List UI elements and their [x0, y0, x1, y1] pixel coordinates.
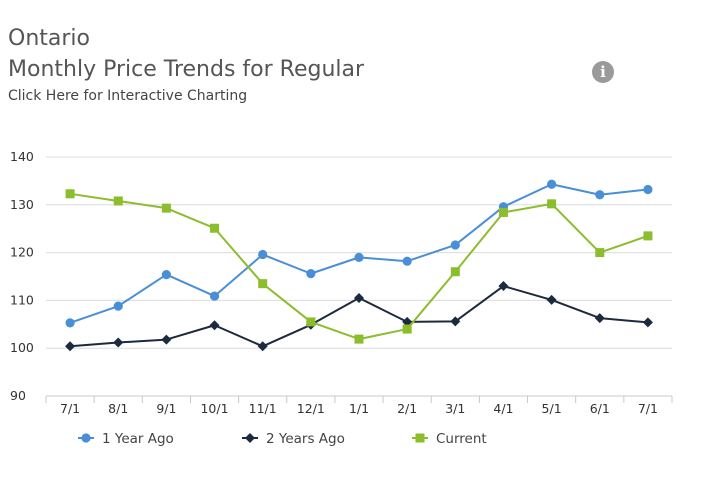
x-tick-label: 4/1	[493, 401, 513, 416]
series-group	[65, 179, 653, 352]
data-point	[498, 281, 509, 292]
y-axis-ticks: 90 100 110 120 130 140	[10, 149, 34, 403]
data-point	[402, 324, 412, 334]
series-2-years-ago	[65, 281, 653, 352]
data-point	[113, 196, 123, 206]
legend: 1 Year Ago 2 Years Ago Current	[78, 431, 487, 447]
data-point	[65, 189, 75, 199]
data-point	[450, 267, 460, 277]
data-point	[595, 248, 605, 258]
title-region: Ontario Monthly Price Trends for Regular…	[8, 24, 364, 104]
y-tick-label: 140	[10, 149, 34, 164]
data-point	[354, 252, 364, 262]
chart-title: Monthly Price Trends for Regular	[8, 57, 365, 82]
legend-label: 1 Year Ago	[102, 431, 174, 447]
data-point	[257, 341, 268, 352]
x-tick-label: 7/1	[638, 401, 658, 416]
data-point	[161, 269, 171, 280]
data-point	[65, 341, 76, 352]
legend-label: 2 Years Ago	[266, 431, 345, 447]
data-point	[209, 291, 220, 301]
info-icon[interactable]: i	[592, 61, 614, 83]
data-point	[547, 179, 557, 189]
data-point	[547, 199, 557, 209]
x-tick-label: 12/1	[297, 401, 325, 416]
x-axis: 7/1 8/1 9/1 10/1 11/1 12/1 1/1 2/1 3/1 4/1 5/1 6/1 7…	[45, 396, 673, 416]
data-point	[594, 313, 605, 324]
data-point	[306, 269, 316, 279]
series-line	[69, 192, 649, 341]
data-point	[258, 249, 268, 260]
data-point	[161, 334, 172, 345]
data-point	[546, 294, 557, 305]
legend-swatch-marker	[81, 433, 91, 443]
data-point	[643, 231, 653, 241]
y-tick-label: 100	[10, 340, 34, 355]
data-point	[113, 301, 123, 311]
x-tick-label: 10/1	[200, 401, 228, 416]
data-point	[113, 337, 124, 348]
data-point	[643, 184, 653, 195]
data-point	[642, 317, 653, 328]
data-point	[450, 316, 461, 327]
data-point	[595, 190, 605, 200]
x-tick-label: 1/1	[349, 401, 369, 416]
x-tick-label: 3/1	[445, 401, 465, 416]
chart-title-region: Ontario	[8, 26, 90, 51]
data-point	[258, 279, 268, 289]
x-tick-label: 6/1	[590, 401, 610, 416]
data-point	[354, 334, 364, 344]
data-point	[209, 320, 220, 331]
data-point	[306, 317, 316, 327]
data-point	[65, 318, 75, 328]
data-point	[354, 293, 364, 304]
x-tick-label: 8/1	[108, 401, 128, 416]
grid-lines	[46, 156, 672, 397]
legend-label: Current	[436, 431, 487, 447]
data-point	[498, 207, 508, 217]
y-tick-label: 110	[10, 292, 34, 307]
legend-item[interactable]: 1 Year Ago	[78, 431, 174, 447]
legend-swatch-marker	[245, 433, 255, 443]
legend-swatch-marker	[415, 433, 425, 443]
x-tick-label: 11/1	[249, 401, 277, 416]
y-tick-label: 90	[10, 388, 26, 403]
interactive-charting-link[interactable]: Click Here for Interactive Charting	[8, 88, 248, 104]
series-current	[65, 189, 653, 344]
x-tick-label: 5/1	[542, 401, 562, 416]
y-tick-label: 120	[10, 245, 34, 260]
data-point	[210, 223, 220, 233]
data-point	[161, 203, 171, 213]
legend-item[interactable]: 2 Years Ago	[242, 431, 345, 447]
data-point	[450, 240, 460, 250]
data-point	[402, 256, 412, 266]
y-tick-label: 130	[10, 197, 34, 212]
data-point	[402, 316, 413, 327]
legend-item[interactable]: Current	[412, 431, 487, 447]
x-tick-label: 7/1	[60, 401, 80, 416]
x-tick-label: 9/1	[156, 401, 176, 416]
x-tick-label: 2/1	[397, 401, 417, 416]
